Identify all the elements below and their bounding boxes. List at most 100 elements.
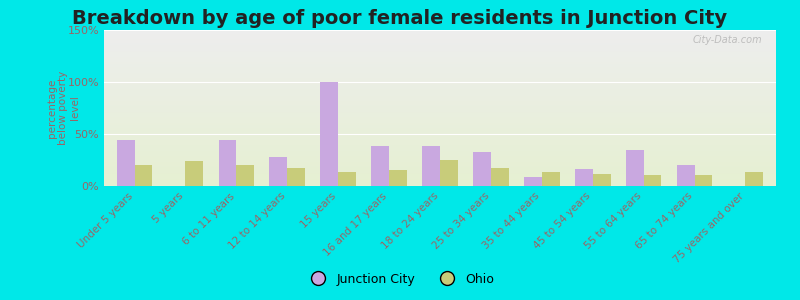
Bar	[104, 85, 776, 86]
Bar	[104, 174, 776, 175]
Bar	[104, 38, 776, 39]
Bar	[104, 145, 776, 146]
Bar	[104, 75, 776, 76]
Bar	[236, 165, 254, 186]
Bar	[422, 146, 440, 186]
Bar	[104, 185, 776, 186]
Bar	[104, 164, 776, 165]
Bar	[186, 161, 203, 186]
Bar	[104, 94, 776, 95]
Bar	[104, 89, 776, 90]
Bar	[104, 108, 776, 109]
Bar	[104, 44, 776, 45]
Bar	[104, 87, 776, 88]
Bar	[104, 160, 776, 161]
Bar	[104, 146, 776, 147]
Bar	[104, 163, 776, 164]
Bar	[677, 165, 694, 186]
Bar	[104, 84, 776, 85]
Bar	[104, 183, 776, 184]
Bar	[104, 155, 776, 156]
Bar	[104, 45, 776, 46]
Bar	[104, 126, 776, 127]
Bar	[104, 88, 776, 89]
Bar	[104, 152, 776, 153]
Bar	[104, 124, 776, 125]
Bar	[104, 76, 776, 77]
Bar	[104, 104, 776, 105]
Bar	[104, 62, 776, 63]
Bar	[104, 127, 776, 128]
Bar	[104, 161, 776, 162]
Bar	[104, 43, 776, 44]
Bar	[104, 172, 776, 173]
Bar	[117, 140, 134, 186]
Bar	[104, 80, 776, 81]
Bar	[104, 81, 776, 82]
Bar	[218, 140, 236, 186]
Bar	[104, 115, 776, 116]
Bar	[593, 173, 610, 186]
Bar	[287, 168, 305, 186]
Y-axis label: percentage
below poverty
level: percentage below poverty level	[46, 71, 80, 145]
Bar	[104, 55, 776, 56]
Bar	[104, 139, 776, 140]
Bar	[104, 46, 776, 47]
Bar	[104, 40, 776, 41]
Bar	[104, 100, 776, 101]
Bar	[104, 119, 776, 120]
Bar	[104, 114, 776, 115]
Legend: Junction City, Ohio: Junction City, Ohio	[301, 268, 499, 291]
Bar	[104, 58, 776, 59]
Bar	[104, 181, 776, 182]
Bar	[104, 133, 776, 134]
Bar	[104, 168, 776, 169]
Text: City-Data.com: City-Data.com	[693, 35, 762, 45]
Bar	[104, 106, 776, 107]
Bar	[104, 39, 776, 40]
Bar	[104, 59, 776, 60]
Bar	[104, 116, 776, 117]
Bar	[104, 31, 776, 32]
Bar	[440, 160, 458, 186]
Bar	[371, 146, 389, 186]
Bar	[104, 130, 776, 131]
Bar	[104, 175, 776, 176]
Bar	[104, 98, 776, 99]
Bar	[104, 78, 776, 79]
Bar	[104, 60, 776, 61]
Bar	[104, 140, 776, 141]
Bar	[104, 51, 776, 52]
Bar	[104, 147, 776, 148]
Bar	[626, 150, 644, 186]
Bar	[104, 36, 776, 37]
Bar	[104, 79, 776, 80]
Bar	[104, 72, 776, 73]
Bar	[104, 138, 776, 139]
Bar	[542, 172, 560, 186]
Bar	[104, 144, 776, 145]
Bar	[104, 82, 776, 83]
Bar	[104, 92, 776, 93]
Bar	[104, 171, 776, 172]
Bar	[104, 135, 776, 136]
Bar	[104, 173, 776, 174]
Bar	[320, 82, 338, 186]
Bar	[104, 178, 776, 179]
Bar	[104, 96, 776, 97]
Bar	[104, 61, 776, 62]
Bar	[104, 169, 776, 170]
Bar	[104, 56, 776, 57]
Bar	[104, 63, 776, 64]
Bar	[104, 97, 776, 98]
Bar	[104, 32, 776, 33]
Bar	[104, 165, 776, 166]
Bar	[104, 166, 776, 167]
Bar	[104, 170, 776, 171]
Bar	[104, 53, 776, 54]
Bar	[104, 154, 776, 155]
Bar	[104, 54, 776, 55]
Bar	[104, 128, 776, 129]
Bar	[491, 168, 509, 186]
Bar	[104, 86, 776, 87]
